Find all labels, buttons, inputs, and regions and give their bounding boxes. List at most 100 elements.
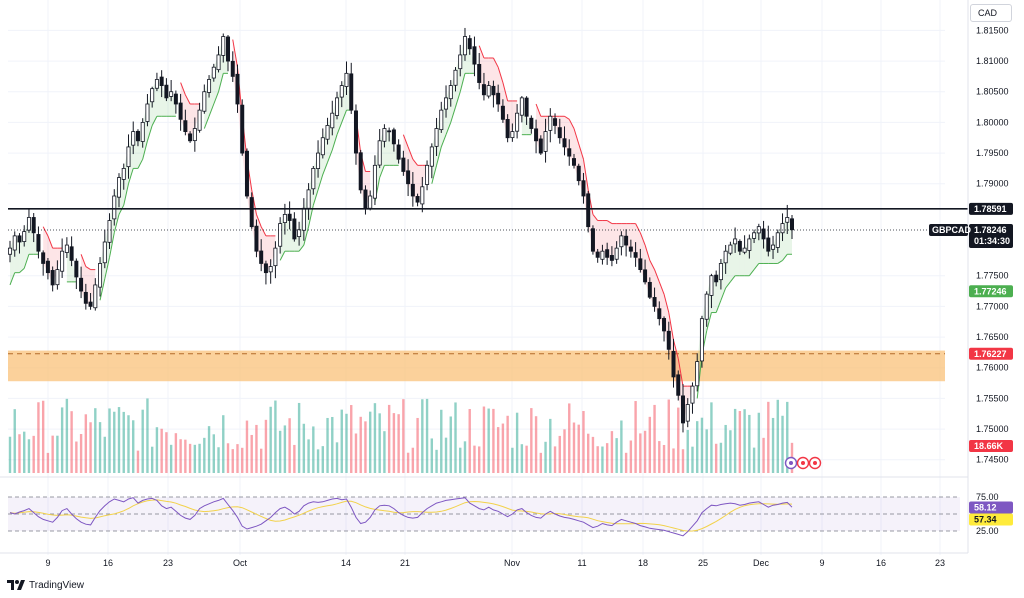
volume-bar [51,435,54,473]
volume-bar [136,450,140,473]
volume-bar [297,402,301,473]
volume-bar [188,443,192,473]
candle-body [311,167,316,190]
time-axis-label: 23 [163,558,173,568]
supertrend-down-segment [80,254,87,267]
resistance-tag-bg [969,202,1013,215]
supertrend-up-segment [118,204,125,215]
supertrend-fill [597,220,603,258]
candle-body [505,119,510,139]
price-axis-label: 1.74500 [976,455,1009,465]
rsi-axis-label: 75.00 [976,492,999,502]
volume-bar [634,401,637,473]
volume-bar [37,402,40,473]
candle-body [292,218,297,240]
volume-bar [146,398,149,473]
candle-body [444,97,449,110]
volume-bar [525,445,528,473]
volume-bar [32,435,35,473]
volume-bar [563,429,566,473]
supertrend-down-segment [673,340,679,359]
candle-body [377,140,382,166]
supertrend-up-segment [137,158,144,169]
volume-bar [440,409,443,473]
candle-body [112,195,117,220]
candle-body [301,207,306,231]
supertrend-up-segment [459,73,466,92]
candle-body [766,237,771,252]
supertrend-up-segment [455,91,461,108]
volume-bar [767,401,770,473]
supertrend-fill [635,223,641,270]
volume-bar [397,414,400,473]
volume-bar [459,447,462,473]
currency-button[interactable]: CAD [970,4,1012,22]
economic-event-icon-dot [813,461,817,465]
volume-bar [629,440,633,473]
time-axis-label: 9 [819,558,824,568]
volume-bar [572,422,576,473]
candle-body [216,54,221,71]
candle-body [349,73,354,111]
supertrend-down-segment [639,232,646,246]
supertrend-down-segment [606,220,613,225]
candle-body [657,308,662,320]
volume-bar [127,415,130,473]
candle-body [363,189,368,209]
supertrend-fill [512,100,518,132]
volume-bar [278,430,282,473]
candle-body [581,180,586,197]
candle-body [325,125,330,140]
supertrend-down-segment [492,57,499,68]
candle-body [458,54,463,70]
supertrend-down-segment [502,82,509,102]
supertrend-up-segment [109,232,115,258]
candle-body [690,385,695,404]
candle-body [633,252,638,258]
volume-bar [94,408,97,473]
volume-bar [658,441,661,473]
candle-body [709,275,714,296]
candle-body [647,281,652,298]
time-axis-label: 11 [577,558,586,568]
supertrend-down-segment [478,45,485,59]
candle-body [202,91,207,112]
candle-body [685,404,690,422]
candle-body [477,63,482,83]
supertrend-up-segment [142,140,148,160]
candle-body [671,350,676,378]
supertrend-down-segment [654,269,660,283]
supertrend-up-segment [123,183,129,206]
candle-body [64,244,69,253]
volume-bar [113,411,116,473]
supertrend-up-segment [279,250,286,261]
volume-bar [605,443,609,473]
supertrend-fill [787,217,792,255]
volume-bar [700,417,704,473]
supertrend-fill [284,214,290,252]
candle-body [387,130,392,133]
volume-bar [18,434,21,473]
volume-bar [444,437,448,473]
volume-bar [23,431,26,473]
volume-bar [648,416,652,473]
supertrend-down-segment [658,281,665,295]
volume-bar [345,413,348,473]
volume-bar [326,417,329,473]
candle-body [415,196,420,203]
candle-body [207,79,212,93]
candle-body [117,177,122,198]
candle-body [510,131,515,139]
supertrend-up-segment [696,355,703,399]
supertrend-down-segment [260,226,267,237]
symbol-tag-text: GBPCAD [932,225,972,235]
supertrend-down-segment [85,266,91,271]
supertrend-up-segment [146,125,153,141]
volume-bar [79,434,83,473]
supertrend-down-segment [412,158,418,166]
candle-body [268,266,273,273]
volume-bar [643,430,647,473]
candle-body [619,235,624,248]
